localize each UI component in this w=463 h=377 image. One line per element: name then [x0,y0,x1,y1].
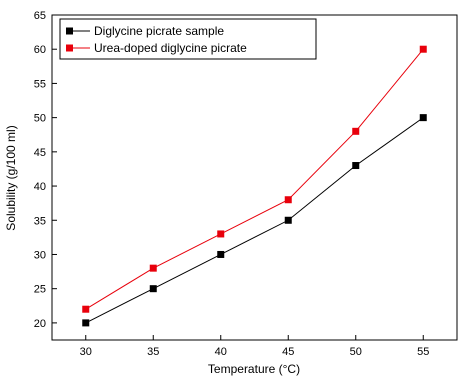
x-tick-label: 50 [350,346,362,358]
y-axis-ticks: 20 25 30 35 40 45 50 55 60 65 [34,10,57,330]
legend: Diglycine picrate sample Urea-doped digl… [59,18,317,60]
data-point-series-0 [419,114,427,122]
y-tick-label: 50 [34,113,46,125]
data-point-series-0 [352,162,360,170]
series-line-0 [85,117,424,324]
y-tick-label: 20 [34,318,46,330]
x-tick-label: 45 [282,346,294,358]
legend-marker-urea [66,44,73,52]
data-point-series-0 [217,250,225,258]
x-tick-label: 55 [417,346,429,358]
data-point-series-0 [149,285,157,293]
y-axis-label: Solubility (g/100 ml) [4,125,18,230]
y-tick-label: 60 [34,44,46,56]
data-point-series-1 [217,230,225,238]
x-axis-ticks: 30 35 40 45 50 55 [80,335,429,358]
data-point-series-1 [419,45,427,53]
y-tick-label: 40 [34,181,46,193]
y-tick-label: 25 [34,284,46,296]
y-tick-label: 45 [34,147,46,159]
data-point-series-0 [284,216,292,224]
x-tick-label: 35 [147,346,159,358]
data-point-series-0 [82,319,90,327]
legend-label-urea: Urea-doped diglycine picrate [94,41,247,55]
y-tick-label: 55 [34,78,46,90]
data-point-series-1 [149,264,157,272]
data-point-series-1 [352,127,360,135]
y-tick-label: 35 [34,215,46,227]
legend-label-diglycine: Diglycine picrate sample [94,24,224,38]
y-tick-label: 30 [34,249,46,261]
x-tick-label: 30 [80,346,92,358]
plot-frame [51,14,458,341]
series-layer [82,45,427,327]
legend-box [59,18,317,60]
x-axis-label: Temperature (°C) [208,362,300,376]
legend-marker-diglycine [66,27,73,35]
series-line-1 [85,48,424,310]
data-point-series-1 [284,196,292,204]
y-tick-label: 65 [34,10,46,22]
data-point-series-1 [82,305,90,313]
x-tick-label: 40 [215,346,227,358]
